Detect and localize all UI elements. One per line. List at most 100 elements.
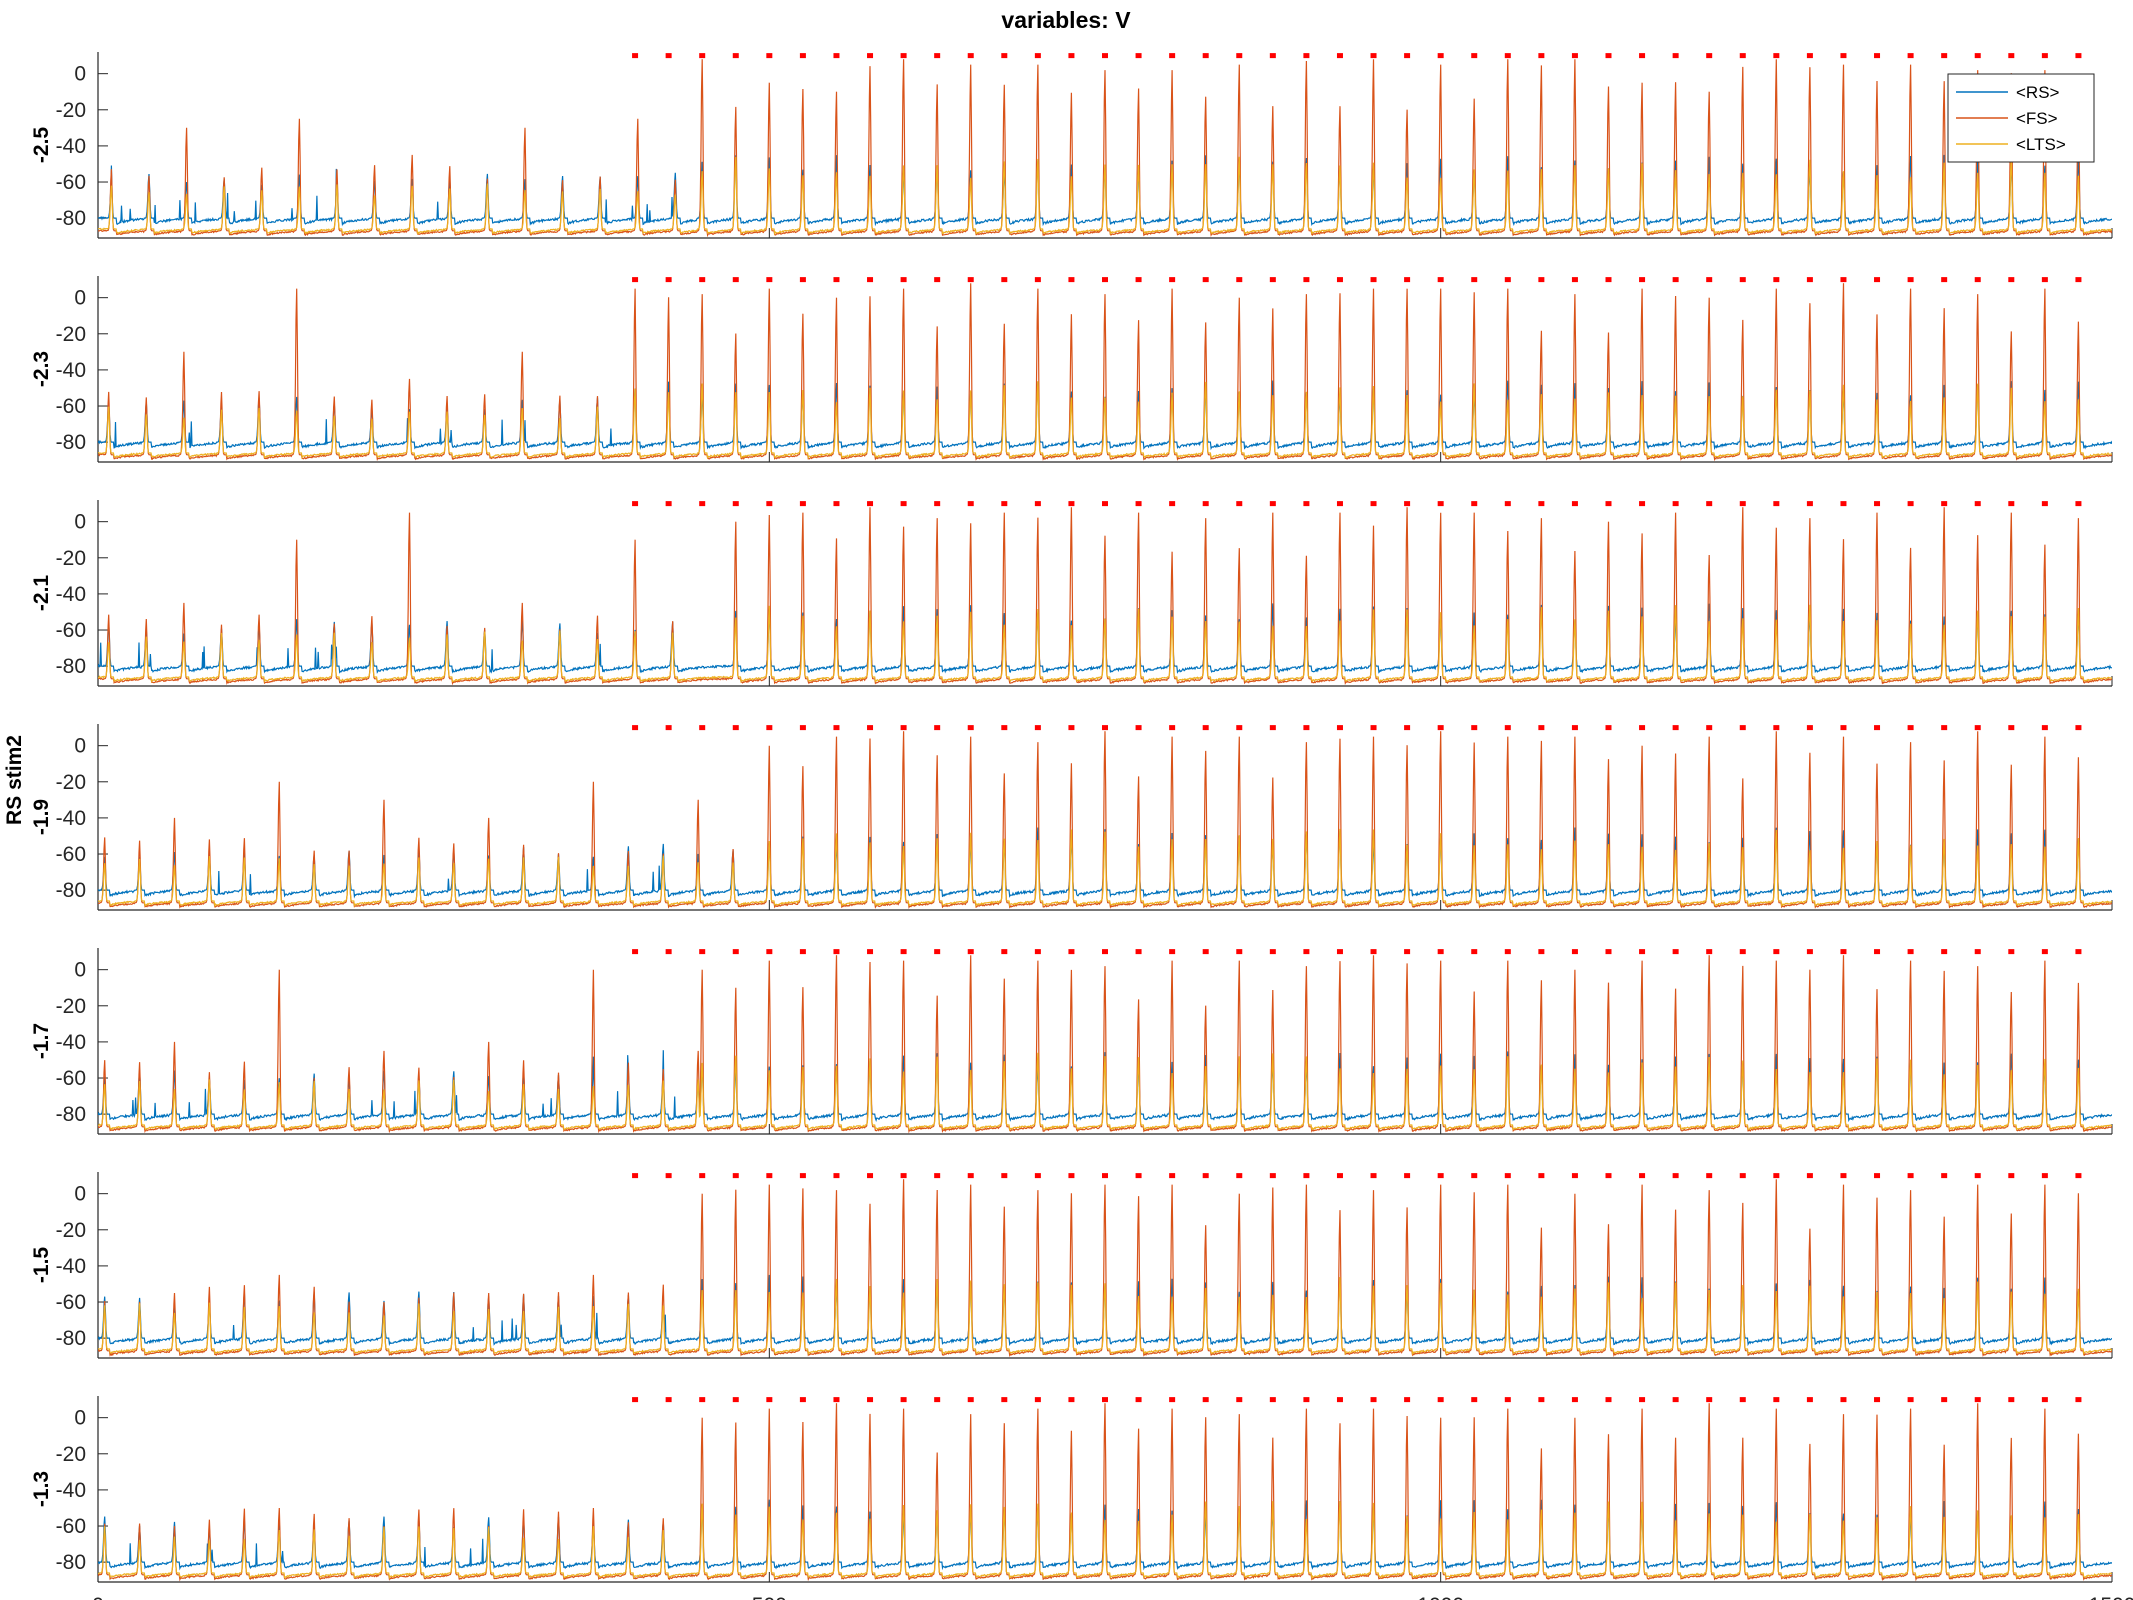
stim-marker <box>900 53 907 59</box>
stim-marker <box>1874 53 1881 59</box>
stim-marker <box>1538 277 1545 283</box>
stim-marker <box>1571 277 1578 283</box>
stim-marker <box>1538 949 1545 955</box>
stim-marker <box>1874 501 1881 507</box>
rs-trace <box>98 1499 2112 1571</box>
stim-marker <box>1068 725 1075 731</box>
stim-marker <box>833 949 840 955</box>
stim-marker <box>1001 53 1008 59</box>
stim-marker <box>1706 1173 1713 1179</box>
stim-marker <box>732 949 739 955</box>
stim-marker <box>1639 949 1646 955</box>
stim-marker <box>1941 53 1948 59</box>
stim-marker <box>1538 725 1545 731</box>
stim-marker <box>766 277 773 283</box>
stim-marker <box>1571 53 1578 59</box>
stim-marker <box>1034 1397 1041 1403</box>
stim-marker <box>1370 277 1377 283</box>
stim-marker <box>2008 725 2015 731</box>
stim-marker <box>1404 1173 1411 1179</box>
stim-marker <box>1471 277 1478 283</box>
y-tick-label: -40 <box>56 807 86 830</box>
panel-5: 0 -20 -40 -60 -80 -1.7 <box>30 948 2113 1135</box>
stim-marker <box>1974 277 1981 283</box>
stim-marker <box>1706 725 1713 731</box>
y-tick-label: -40 <box>56 135 86 158</box>
stim-marker <box>1336 1397 1343 1403</box>
panel-ylabel: -2.3 <box>30 351 53 387</box>
stim-marker <box>1102 277 1108 283</box>
stim-marker <box>766 53 773 59</box>
stim-marker <box>1672 949 1679 955</box>
stim-marker <box>900 501 907 507</box>
rs-trace <box>98 827 2112 899</box>
stim-marker <box>2075 501 2082 507</box>
stim-marker <box>1605 1173 1612 1179</box>
stim-marker <box>1974 949 1981 955</box>
y-tick-label: -40 <box>56 1031 86 1054</box>
stim-marker <box>1102 725 1108 731</box>
stim-marker <box>1135 501 1142 507</box>
stim-marker <box>1202 949 1209 955</box>
stim-marker <box>665 277 672 283</box>
stim-marker <box>1437 1173 1444 1179</box>
stim-marker <box>1471 501 1478 507</box>
stim-marker <box>1135 277 1142 283</box>
stim-marker <box>1672 725 1679 731</box>
stim-marker <box>1504 1397 1511 1403</box>
stim-marker <box>1034 501 1041 507</box>
stim-marker <box>1605 277 1612 283</box>
stim-marker <box>1336 949 1343 955</box>
panel-ylabel: -1.5 <box>30 1247 53 1284</box>
stim-marker <box>1169 53 1176 59</box>
stim-marker <box>799 501 806 507</box>
stim-marker <box>1773 725 1780 731</box>
stim-marker <box>1504 501 1511 507</box>
stim-marker <box>1538 53 1545 59</box>
stim-marker <box>1404 949 1411 955</box>
stim-marker <box>2075 949 2082 955</box>
stim-marker <box>1202 725 1209 731</box>
y-tick-label: -40 <box>56 359 86 382</box>
stim-marker <box>766 725 773 731</box>
stim-marker <box>1941 277 1948 283</box>
stim-marker <box>1102 501 1108 507</box>
stim-marker <box>1974 1397 1981 1403</box>
stim-marker <box>1169 277 1176 283</box>
y-tick-label: -20 <box>56 771 86 794</box>
stim-marker <box>1135 725 1142 731</box>
legend-label: <RS> <box>2016 83 2060 102</box>
stim-marker <box>1504 949 1511 955</box>
y-tick-label: -20 <box>56 995 86 1018</box>
stim-marker <box>1236 725 1243 731</box>
stim-marker <box>1974 53 1981 59</box>
stim-marker <box>732 53 739 59</box>
stim-marker <box>1974 1173 1981 1179</box>
stim-marker <box>1806 1173 1813 1179</box>
legend-label: <FS> <box>2016 109 2058 128</box>
stim-marker <box>1202 1173 1209 1179</box>
fs-trace <box>98 1403 2112 1582</box>
y-tick-label: -20 <box>56 99 86 122</box>
stim-marker <box>1404 725 1411 731</box>
stim-marker <box>1437 725 1444 731</box>
stim-marker <box>2041 725 2048 731</box>
x-tick-label: 0 <box>92 1594 104 1600</box>
stim-marker <box>1236 949 1243 955</box>
stim-marker <box>934 949 941 955</box>
stim-marker <box>1269 277 1276 283</box>
stim-marker <box>1269 501 1276 507</box>
stim-marker <box>1907 277 1914 283</box>
stim-marker <box>1672 1173 1679 1179</box>
stim-marker <box>632 725 639 731</box>
stim-marker <box>1907 949 1914 955</box>
rs-trace <box>98 1050 2112 1123</box>
stim-marker <box>1605 53 1612 59</box>
stim-marker <box>1672 277 1679 283</box>
stim-marker <box>1303 277 1310 283</box>
stim-marker <box>1404 53 1411 59</box>
y-tick-label: -20 <box>56 1219 86 1242</box>
stim-marker <box>1471 1397 1478 1403</box>
fs-trace <box>98 955 2112 1134</box>
